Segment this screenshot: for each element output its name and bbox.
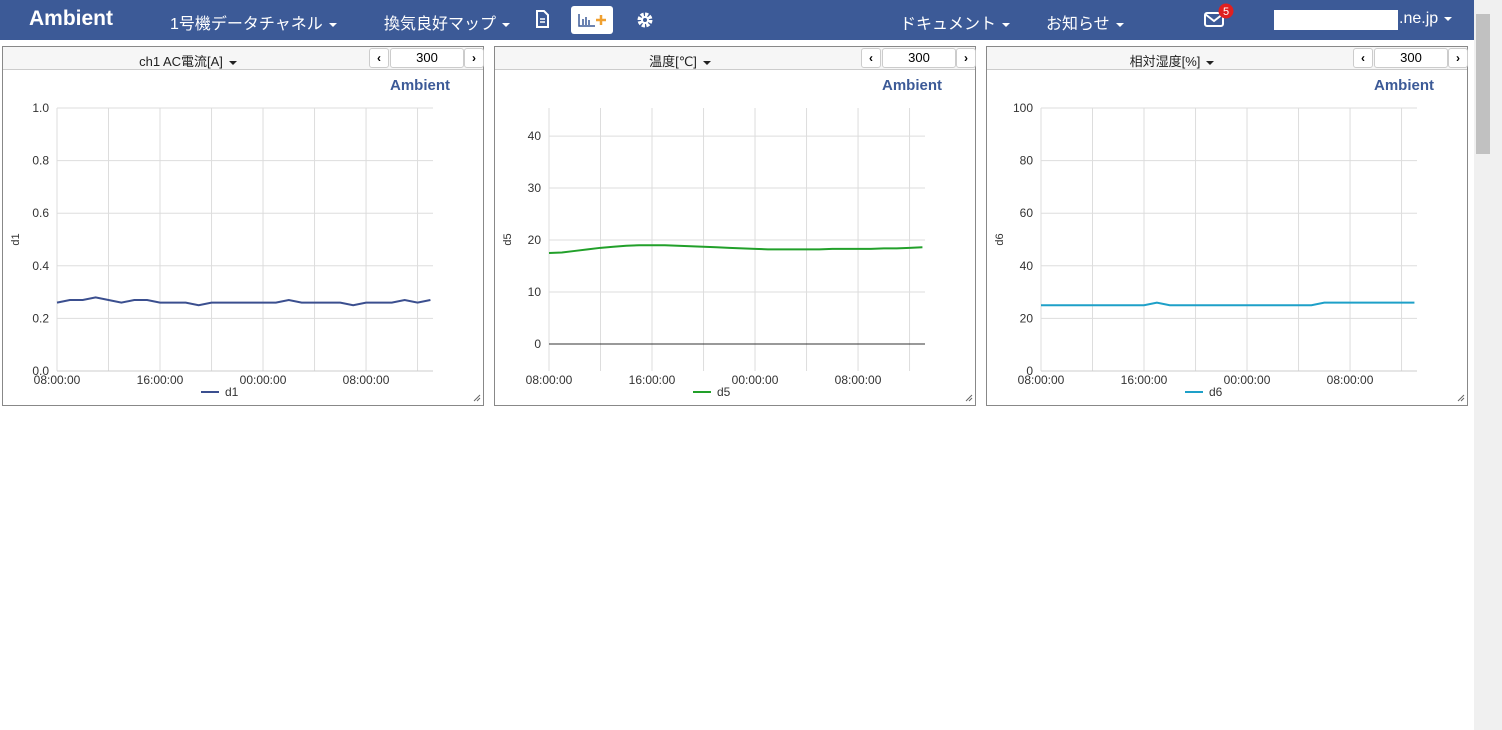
- panel-header: 相対湿度[%] ‹ 300 ›: [987, 47, 1468, 70]
- legend-label[interactable]: d6: [1209, 385, 1223, 399]
- y-tick-label: 30: [528, 181, 542, 195]
- points-input[interactable]: 300: [1374, 48, 1448, 68]
- y-tick-label: 0.6: [32, 206, 49, 220]
- panel-header: ch1 AC電流[A] ‹ 300 ›: [3, 47, 484, 70]
- resize-grip: [965, 394, 973, 402]
- watermark: Ambient: [882, 77, 942, 94]
- y-tick-label: 40: [1020, 259, 1034, 273]
- x-tick-label: 16:00:00: [629, 373, 676, 387]
- x-tick-label: 00:00:00: [1224, 373, 1271, 387]
- menu[interactable]: 1号機データチャネル: [170, 10, 337, 34]
- prev-button[interactable]: ‹: [1353, 48, 1373, 68]
- points-input[interactable]: 300: [390, 48, 464, 68]
- series-line: [548, 244, 923, 255]
- chart-panel: 温度[℃] ‹ 300 › Ambient 0 10 20 30 40 08:00:00 16:00:…: [494, 46, 976, 406]
- x-tick-label: 08:00:00: [835, 373, 882, 387]
- x-tick-label: 00:00:00: [732, 373, 779, 387]
- notification-badge: 5: [1223, 6, 1229, 18]
- y-tick-label: 1.0: [32, 101, 49, 115]
- y-tick-label: 20: [528, 233, 542, 247]
- legend-label[interactable]: d5: [717, 385, 731, 399]
- chart: Ambient 0 20 40 60 80 100 08:00:00 16:00:00 00:00…: [994, 77, 1465, 402]
- y-axis-label: d5: [502, 233, 514, 245]
- series-line: [56, 296, 431, 307]
- redacted-account: [1274, 10, 1398, 30]
- y-tick-label: 20: [1020, 311, 1034, 325]
- y-axis-label: d1: [10, 233, 22, 245]
- panel-title[interactable]: 温度[℃]: [495, 51, 865, 70]
- x-tick-label: 08:00:00: [526, 373, 573, 387]
- y-tick-label: 0: [1026, 364, 1033, 378]
- prev-button[interactable]: ‹: [369, 48, 389, 68]
- panel-header: 温度[℃] ‹ 300 ›: [495, 47, 976, 70]
- y-tick-label: 0.2: [32, 311, 49, 325]
- doc-icon[interactable]: [535, 10, 549, 28]
- x-tick-label: 16:00:00: [1121, 373, 1168, 387]
- menu[interactable]: 換気良好マップ: [384, 10, 510, 34]
- watermark: Ambient: [390, 77, 450, 94]
- y-tick-label: 60: [1020, 206, 1034, 220]
- chart-panel: 相対湿度[%] ‹ 300 › Ambient 0 20 40 60 80 100 08:00:00 1…: [986, 46, 1468, 406]
- panel-title[interactable]: 相対湿度[%]: [987, 51, 1357, 70]
- y-tick-label: 0: [534, 337, 541, 351]
- menu[interactable]: お知らせ: [1046, 10, 1124, 34]
- chart: Ambient 0.0 0.2 0.4 0.6 0.8 1.0 08:00:00 16:00:0…: [10, 77, 481, 402]
- next-button[interactable]: ›: [464, 48, 484, 68]
- y-tick-label: 0.8: [32, 154, 49, 168]
- x-tick-label: 08:00:00: [1327, 373, 1374, 387]
- menu[interactable]: ドキュメント: [900, 10, 1010, 34]
- prev-button[interactable]: ‹: [861, 48, 881, 68]
- chart: Ambient 0 10 20 30 40 08:00:00 16:00:00 00:00:00…: [502, 77, 973, 402]
- panel-title[interactable]: ch1 AC電流[A]: [3, 51, 373, 70]
- y-tick-label: 80: [1020, 154, 1034, 168]
- resize-grip: [1457, 394, 1465, 402]
- chart-panel: ch1 AC電流[A] ‹ 300 › Ambient 0.0 0.2 0.4 0.6 0.8 1.…: [2, 46, 484, 406]
- series-line: [1041, 301, 1415, 307]
- legend-label[interactable]: d1: [225, 385, 239, 399]
- watermark: Ambient: [1374, 77, 1434, 94]
- y-tick-label: 40: [528, 129, 542, 143]
- y-tick-label: 100: [1013, 101, 1033, 115]
- y-tick-label: 0.0: [32, 364, 49, 378]
- next-button[interactable]: ›: [956, 48, 976, 68]
- navbar: Ambient 1号機データチャネル 換気良好マップ ドキュメント お知らせ 5…: [0, 0, 1474, 40]
- resize-grip: [473, 394, 481, 402]
- scrollbar-thumb[interactable]: [1476, 14, 1490, 154]
- x-tick-label: 08:00:00: [343, 373, 390, 387]
- y-tick-label: 0.4: [32, 259, 49, 273]
- points-input[interactable]: 300: [882, 48, 956, 68]
- x-tick-label: 00:00:00: [240, 373, 287, 387]
- settings-icon[interactable]: [636, 11, 654, 29]
- x-tick-label: 08:00:00: [1018, 373, 1065, 387]
- mail-icon[interactable]: 5: [1204, 2, 1240, 32]
- x-tick-label: 08:00:00: [34, 373, 81, 387]
- x-tick-label: 16:00:00: [137, 373, 184, 387]
- y-axis-label: d6: [994, 233, 1006, 245]
- y-tick-label: 10: [528, 285, 542, 299]
- account-menu[interactable]: .ne.jp: [1399, 10, 1452, 28]
- brand[interactable]: Ambient: [29, 7, 113, 30]
- add-chart-button[interactable]: [571, 6, 613, 34]
- next-button[interactable]: ›: [1448, 48, 1468, 68]
